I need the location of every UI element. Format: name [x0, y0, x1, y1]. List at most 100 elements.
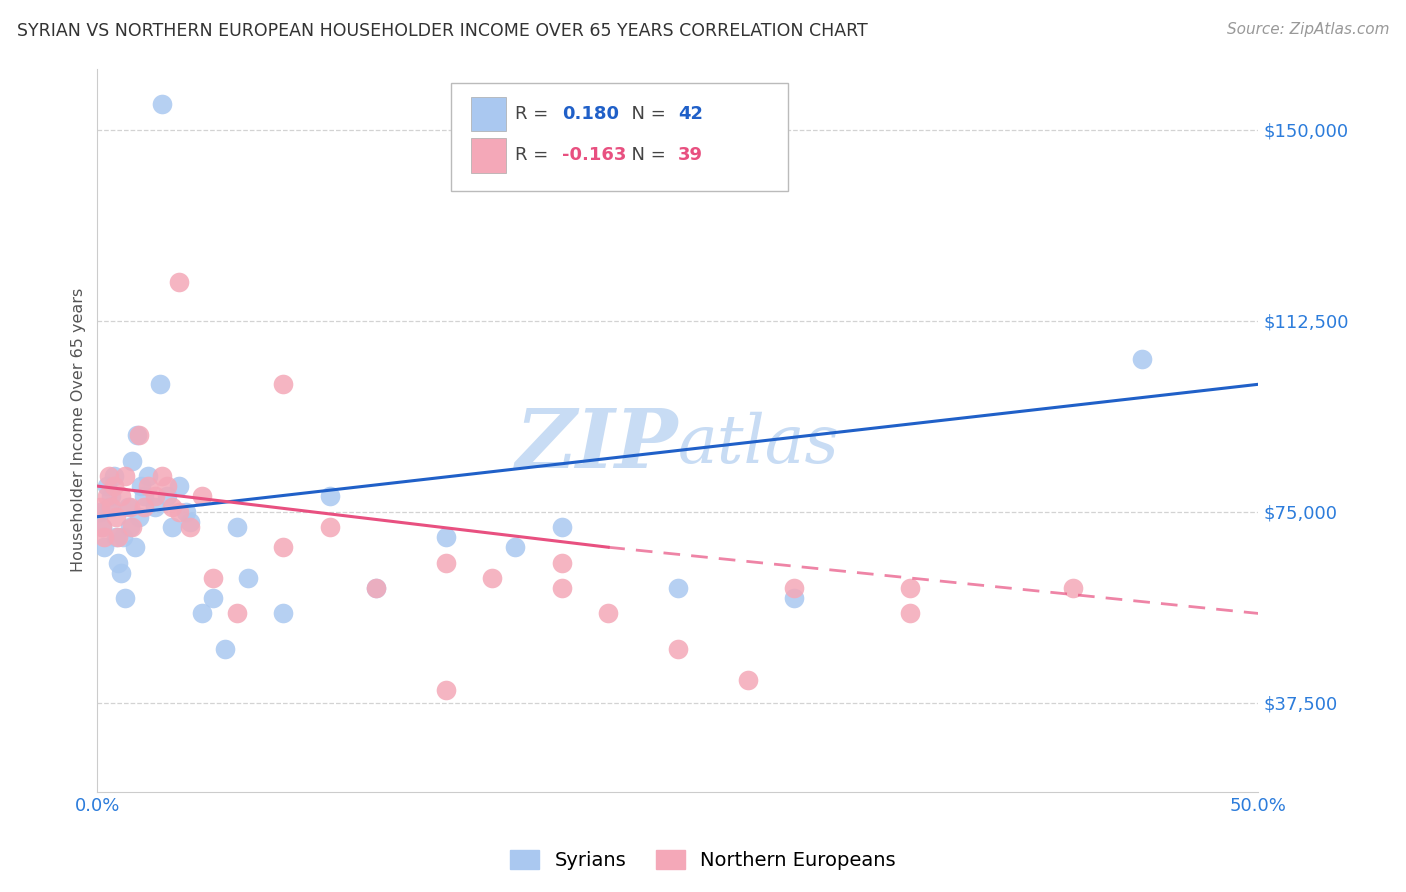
Point [145, 489, 167, 503]
Point [898, 581, 921, 595]
Y-axis label: Householder Income Over 65 years: Householder Income Over 65 years [72, 288, 86, 573]
Point [132, 500, 155, 514]
Text: N =: N = [620, 105, 671, 123]
Point [91, 520, 114, 534]
Point [93, 541, 115, 555]
FancyBboxPatch shape [451, 83, 789, 192]
Point [179, 520, 201, 534]
Point [91, 520, 114, 534]
Point [97, 469, 120, 483]
Point [271, 377, 294, 392]
Point [318, 489, 340, 503]
Text: atlas: atlas [678, 412, 839, 477]
Text: 39: 39 [678, 146, 703, 164]
Point [114, 591, 136, 606]
Point [551, 520, 574, 534]
Point [271, 541, 294, 555]
Text: ZIP: ZIP [515, 405, 678, 484]
Point [156, 489, 179, 503]
Text: R =: R = [516, 105, 554, 123]
Point [225, 607, 247, 621]
Point [598, 607, 620, 621]
Point [100, 500, 122, 514]
Point [150, 469, 173, 483]
Point [107, 530, 129, 544]
Point [434, 556, 457, 570]
Point [364, 581, 387, 595]
FancyBboxPatch shape [471, 138, 506, 173]
Point [121, 453, 143, 467]
Point [167, 479, 190, 493]
Point [238, 571, 260, 585]
Point [121, 520, 143, 534]
Text: R =: R = [516, 146, 554, 164]
Point [434, 682, 457, 697]
Point [145, 500, 167, 514]
Point [191, 607, 214, 621]
Point [128, 428, 150, 442]
Point [103, 469, 125, 483]
Point [179, 515, 201, 529]
Point [160, 520, 183, 534]
Point [110, 566, 132, 580]
Point [783, 591, 806, 606]
Point [125, 428, 148, 442]
Point [96, 479, 118, 493]
Point [898, 607, 921, 621]
Point [118, 520, 141, 534]
Point [156, 479, 179, 493]
Point [1062, 581, 1084, 595]
Point [89, 500, 111, 514]
Point [150, 97, 173, 112]
Point [551, 556, 574, 570]
Point [191, 489, 214, 503]
Point [149, 377, 172, 392]
FancyBboxPatch shape [471, 96, 506, 131]
Point [214, 642, 236, 657]
Point [104, 509, 127, 524]
Point [138, 479, 160, 493]
Point [132, 489, 155, 503]
Point [505, 541, 527, 555]
Text: SYRIAN VS NORTHERN EUROPEAN HOUSEHOLDER INCOME OVER 65 YEARS CORRELATION CHART: SYRIAN VS NORTHERN EUROPEAN HOUSEHOLDER … [17, 22, 868, 40]
Point [737, 673, 759, 687]
Point [111, 530, 134, 544]
Point [318, 520, 340, 534]
Point [364, 581, 387, 595]
Point [225, 520, 247, 534]
Text: 0.180: 0.180 [562, 105, 619, 123]
Point [160, 500, 183, 514]
Point [124, 541, 146, 555]
Point [96, 489, 118, 503]
Point [434, 530, 457, 544]
Point [104, 530, 127, 544]
Point [783, 581, 806, 595]
Point [481, 571, 503, 585]
Point [1130, 351, 1153, 366]
Point [97, 500, 120, 514]
Text: -0.163: -0.163 [562, 146, 626, 164]
Point [118, 500, 141, 514]
Point [107, 556, 129, 570]
Point [89, 505, 111, 519]
Text: N =: N = [620, 146, 671, 164]
Point [167, 505, 190, 519]
Text: 42: 42 [678, 105, 703, 123]
Point [117, 500, 139, 514]
Point [666, 642, 689, 657]
Legend: Syrians, Northern Europeans: Syrians, Northern Europeans [502, 842, 904, 878]
Point [110, 489, 132, 503]
Point [114, 469, 136, 483]
Point [167, 276, 190, 290]
Point [93, 530, 115, 544]
Point [128, 509, 150, 524]
Point [131, 479, 153, 493]
Text: Source: ZipAtlas.com: Source: ZipAtlas.com [1226, 22, 1389, 37]
Point [551, 581, 574, 595]
Point [666, 581, 689, 595]
Point [202, 571, 225, 585]
Point [202, 591, 225, 606]
Point [138, 469, 160, 483]
Point [174, 505, 197, 519]
Point [103, 479, 125, 493]
